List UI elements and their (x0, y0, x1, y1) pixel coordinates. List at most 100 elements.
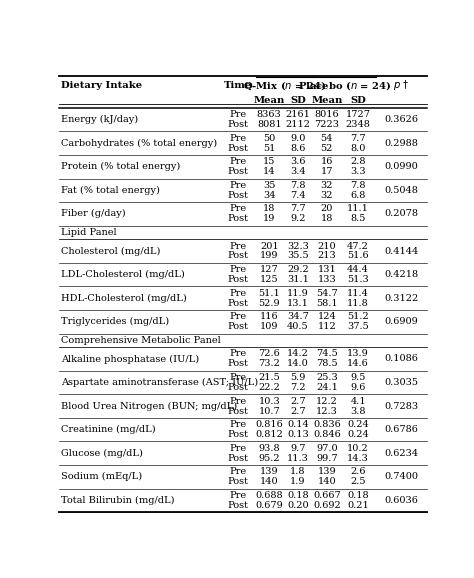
Text: 9.7: 9.7 (290, 444, 306, 453)
Text: 14.2: 14.2 (287, 350, 309, 358)
Text: 0.836: 0.836 (313, 420, 341, 429)
Text: 51.1: 51.1 (258, 289, 280, 298)
Text: 20: 20 (321, 205, 333, 213)
Text: 51.6: 51.6 (347, 251, 369, 261)
Text: SD: SD (350, 97, 366, 105)
Text: 0.21: 0.21 (347, 501, 369, 510)
Text: HDL-Cholesterol (mg/dL): HDL-Cholesterol (mg/dL) (61, 294, 187, 303)
Text: 17: 17 (320, 167, 333, 176)
Text: Post: Post (228, 143, 249, 153)
Text: 21.5: 21.5 (258, 373, 280, 382)
Text: 25.3: 25.3 (316, 373, 338, 382)
Text: 97.0: 97.0 (316, 444, 337, 453)
Text: Dietary Intake: Dietary Intake (61, 80, 142, 90)
Text: 18: 18 (263, 205, 275, 213)
Text: 210: 210 (318, 242, 336, 251)
Text: Post: Post (228, 275, 249, 284)
Text: 78.5: 78.5 (316, 360, 337, 368)
Text: $p$ $\dagger$: $p$ $\dagger$ (393, 78, 410, 92)
Text: 140: 140 (318, 477, 336, 486)
Text: 1727: 1727 (346, 110, 371, 119)
Text: 93.8: 93.8 (258, 444, 280, 453)
Text: Energy (kJ/day): Energy (kJ/day) (61, 115, 138, 124)
Text: Mean: Mean (254, 97, 285, 105)
Text: Aspartate aminotransferase (AST; IU/L): Aspartate aminotransferase (AST; IU/L) (61, 378, 258, 387)
Text: 3.4: 3.4 (290, 167, 306, 176)
Text: 9.6: 9.6 (350, 383, 366, 392)
Text: Triglycerides (mg/dL): Triglycerides (mg/dL) (61, 317, 169, 327)
Text: Pre: Pre (230, 157, 247, 166)
Text: 51: 51 (263, 143, 275, 153)
Text: Alkaline phosphatase (IU/L): Alkaline phosphatase (IU/L) (61, 354, 199, 364)
Text: 50: 50 (263, 134, 275, 143)
Text: 32.3: 32.3 (287, 242, 309, 251)
Text: Protein (% total energy): Protein (% total energy) (61, 162, 180, 171)
Text: SD: SD (290, 97, 306, 105)
Text: 213: 213 (318, 251, 336, 261)
Text: 11.4: 11.4 (347, 289, 369, 298)
Text: 0.2078: 0.2078 (384, 209, 418, 218)
Text: 9.5: 9.5 (350, 373, 366, 382)
Text: 0.3122: 0.3122 (384, 294, 419, 303)
Text: 131: 131 (318, 265, 336, 274)
Text: Time: Time (224, 80, 253, 90)
Text: 0.692: 0.692 (313, 501, 341, 510)
Text: 13.1: 13.1 (287, 299, 309, 307)
Text: 6.8: 6.8 (350, 191, 366, 200)
Text: 0.816: 0.816 (255, 420, 283, 429)
Text: 2.7: 2.7 (290, 406, 306, 416)
Text: 0.6786: 0.6786 (384, 425, 418, 434)
Text: 2.8: 2.8 (350, 157, 366, 166)
Text: 95.2: 95.2 (258, 454, 280, 463)
Text: 8016: 8016 (315, 110, 339, 119)
Text: 14.3: 14.3 (347, 454, 369, 463)
Text: Post: Post (228, 477, 249, 486)
Text: 18: 18 (321, 214, 333, 223)
Text: 0.679: 0.679 (255, 501, 283, 510)
Text: Cholesterol (mg/dL): Cholesterol (mg/dL) (61, 246, 161, 255)
Text: 32: 32 (320, 181, 333, 190)
Text: Blood Urea Nitrogen (BUN; mg/dL): Blood Urea Nitrogen (BUN; mg/dL) (61, 402, 237, 410)
Text: 52.9: 52.9 (258, 299, 280, 307)
Text: 199: 199 (260, 251, 278, 261)
Text: 133: 133 (318, 275, 336, 284)
Text: 12.2: 12.2 (316, 397, 338, 406)
Text: 112: 112 (318, 322, 336, 331)
Text: 32: 32 (320, 191, 333, 200)
Text: 19: 19 (263, 214, 275, 223)
Text: 44.4: 44.4 (347, 265, 369, 274)
Text: 9.0: 9.0 (291, 134, 306, 143)
Text: 10.3: 10.3 (258, 397, 280, 406)
Text: 37.5: 37.5 (347, 322, 369, 331)
Text: 7223: 7223 (314, 120, 339, 129)
Text: 0.4144: 0.4144 (384, 247, 419, 255)
Text: 0.7283: 0.7283 (384, 402, 419, 410)
Text: 12.3: 12.3 (316, 406, 338, 416)
Text: 73.2: 73.2 (258, 360, 280, 368)
Text: 14.0: 14.0 (287, 360, 309, 368)
Text: Fiber (g/day): Fiber (g/day) (61, 209, 126, 218)
Text: Pre: Pre (230, 491, 247, 500)
Text: 109: 109 (260, 322, 278, 331)
Text: 140: 140 (260, 477, 279, 486)
Text: 0.4218: 0.4218 (384, 270, 419, 279)
Text: 0.18: 0.18 (347, 491, 369, 500)
Text: Post: Post (228, 120, 249, 129)
Text: 2.7: 2.7 (290, 397, 306, 406)
Text: 1.8: 1.8 (290, 468, 306, 476)
Text: 15: 15 (263, 157, 275, 166)
Text: 3.6: 3.6 (290, 157, 306, 166)
Text: Post: Post (228, 501, 249, 510)
Text: 0.6234: 0.6234 (384, 449, 419, 458)
Text: Post: Post (228, 430, 249, 439)
Text: 125: 125 (260, 275, 279, 284)
Text: Post: Post (228, 167, 249, 176)
Text: 8.0: 8.0 (350, 143, 366, 153)
Text: 0.5048: 0.5048 (384, 186, 418, 195)
Text: 7.4: 7.4 (290, 191, 306, 200)
Text: 116: 116 (260, 312, 279, 321)
Text: 7.8: 7.8 (290, 181, 306, 190)
Text: 0.667: 0.667 (313, 491, 341, 500)
Text: 124: 124 (318, 312, 336, 321)
Text: 24.1: 24.1 (316, 383, 338, 392)
